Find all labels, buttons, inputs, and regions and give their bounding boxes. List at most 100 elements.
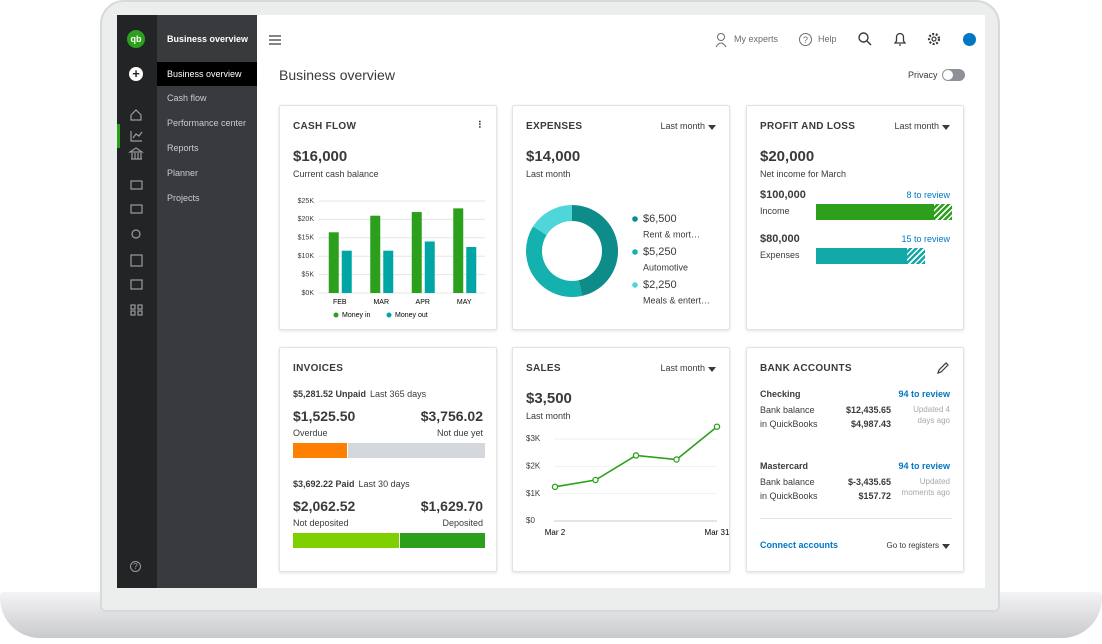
search-icon[interactable] (857, 31, 873, 47)
card-title: EXPENSES (526, 121, 583, 132)
y-tick-label: $1K (526, 489, 541, 498)
caret (708, 125, 716, 130)
point (713, 423, 721, 430)
bar-hatch (934, 204, 952, 220)
balance-label: Bank balance (760, 477, 815, 487)
bar-label: Income (760, 206, 790, 216)
review-link[interactable]: 15 to review (901, 234, 950, 244)
amount: $14,000 (526, 148, 581, 165)
caption: Last month (526, 169, 571, 179)
nav-item[interactable]: Projects (167, 192, 200, 203)
connect-link[interactable]: Connect accounts (760, 540, 839, 550)
bell-icon[interactable] (892, 31, 908, 47)
amount-label: Not due yet (436, 428, 483, 438)
avatar[interactable] (963, 33, 976, 46)
experts-link[interactable]: My experts (734, 34, 779, 44)
qb-balance: $157.72 (858, 491, 891, 501)
bar-label: Expenses (760, 250, 800, 260)
bank-accounts-card: BANK ACCOUNTS Connect accounts Go to reg… (746, 347, 964, 572)
privacy-label: Privacy (908, 70, 938, 80)
bar (383, 250, 394, 293)
menu-icon[interactable] (268, 34, 282, 46)
y-tick-label: $10K (298, 253, 315, 260)
bar (411, 212, 422, 293)
period-select[interactable]: Last month (660, 363, 705, 373)
privacy-toggle[interactable] (942, 69, 965, 81)
nav-item[interactable]: Planner (167, 167, 199, 178)
nav-item[interactable]: Cash flow (167, 93, 207, 104)
legend-label: Rent & mort… (643, 229, 700, 239)
group-header: $3,692.22 Paid Last 30 days (293, 480, 410, 489)
legend-label: Money in (342, 312, 371, 319)
help-link[interactable]: Help (818, 34, 837, 44)
updated-note: Updated 4 days ago (913, 405, 950, 425)
cash-flow-card: CASH FLOW ··· $16,000 Current cash balan… (279, 105, 497, 330)
balance-label: in QuickBooks (760, 419, 818, 429)
account-name: Checking (760, 389, 801, 399)
amount: $3,756.02 (420, 408, 483, 424)
amount-label: Overdue (293, 428, 328, 438)
logo[interactable]: qb (127, 30, 145, 48)
caret (708, 367, 716, 372)
cash-flow-chart: $0K $5K $10K $15K $20K $25K FEB MAR APR MAY Money … (298, 198, 485, 319)
caption: Current cash balance (293, 169, 379, 179)
legend-swatch (632, 282, 638, 288)
caret (942, 125, 950, 130)
nav-item[interactable]: Business overview (167, 68, 242, 79)
bank-balance: $12,435.65 (845, 405, 891, 415)
review-link[interactable]: 94 to review (898, 389, 950, 399)
bar-hatch (906, 248, 925, 264)
card-title: BANK ACCOUNTS (760, 363, 852, 374)
donut-slice (572, 205, 619, 296)
experts-icon (715, 33, 727, 48)
caption: Last month (526, 411, 571, 421)
amount: $20,000 (760, 148, 815, 165)
group-period: Last 30 days (358, 479, 410, 489)
period-select[interactable]: Last month (660, 121, 705, 131)
y-tick-label: $15K (298, 235, 315, 242)
more-menu[interactable]: ··· (473, 120, 485, 128)
group-label: $3,692.22 Paid (293, 479, 355, 489)
stacked-bar (293, 443, 485, 458)
point (632, 452, 640, 459)
amount: $80,000 (760, 233, 800, 245)
card-title: SALES (526, 363, 561, 374)
y-tick-label: $3K (526, 434, 541, 443)
nav-item[interactable]: Performance center (167, 118, 247, 129)
period-select[interactable]: Last month (894, 121, 939, 131)
stacked-bar (293, 533, 485, 548)
x-tick-label: Mar 31 (705, 528, 730, 537)
group-header: $5,281.52 Unpaid Last 365 days (293, 390, 426, 399)
amount: $1,525.50 (293, 408, 356, 424)
account-name: Mastercard (760, 461, 809, 471)
toggle-knob (943, 70, 953, 80)
legend-value: $6,500 (643, 213, 677, 225)
bar (816, 204, 952, 220)
amount: $2,062.52 (293, 498, 356, 514)
bar (453, 208, 464, 293)
amount: $3,500 (526, 390, 572, 407)
y-tick-label: $0 (526, 516, 535, 525)
nav-item[interactable]: Reports (167, 142, 199, 153)
bar (816, 248, 925, 264)
bar-segment (293, 533, 401, 548)
amount-label: Not deposited (293, 518, 349, 528)
y-tick-label: $25K (298, 198, 315, 205)
help-rail-icon[interactable]: ? (130, 561, 141, 572)
legend-label: Money out (395, 312, 428, 319)
profit-loss-card: PROFIT AND LOSS Last month $20,000 Net i… (746, 105, 964, 330)
review-link[interactable]: 94 to review (898, 461, 950, 471)
legend-swatch (632, 249, 638, 255)
qb-balance: $4,987.43 (850, 419, 891, 429)
invoices-card: INVOICES $5,281.52 Unpaid Last 365 days $1… (279, 347, 497, 572)
new-button[interactable]: + (129, 67, 143, 81)
bar (341, 250, 352, 293)
settings-icon[interactable] (926, 31, 942, 47)
registers-select[interactable]: Go to registers (886, 541, 939, 550)
review-link[interactable]: 8 to review (906, 190, 950, 200)
separator (760, 518, 952, 519)
edit-icon[interactable] (936, 361, 950, 375)
legend-value: $5,250 (643, 246, 677, 258)
help-icon: ? (799, 33, 812, 46)
card-title: CASH FLOW (293, 121, 357, 132)
